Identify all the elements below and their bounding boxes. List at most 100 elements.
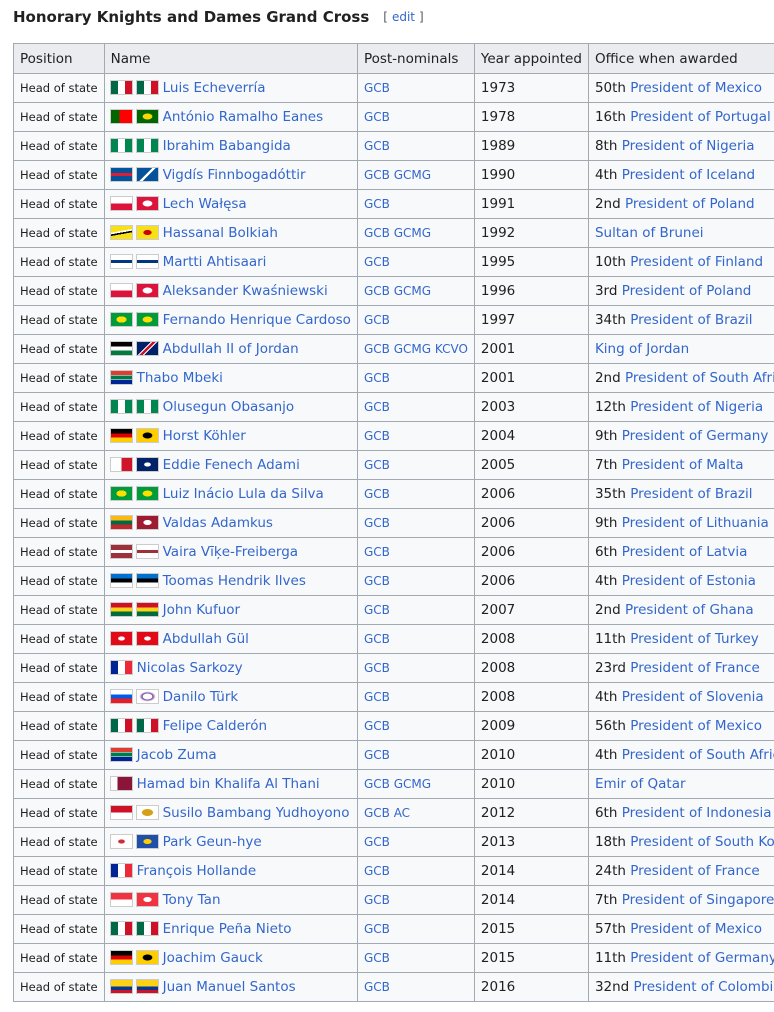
name-link[interactable]: Vigdís Finnbogadóttir xyxy=(162,167,306,183)
office-link[interactable]: President of France xyxy=(630,660,760,676)
post-nominal-link[interactable]: GCB xyxy=(363,545,390,559)
name-link[interactable]: Hassanal Bolkiah xyxy=(162,225,278,241)
post-nominal-link[interactable]: GCB xyxy=(363,922,390,936)
post-nominal-link[interactable]: GCB xyxy=(363,313,390,327)
post-nominal-link[interactable]: GCB xyxy=(363,226,390,240)
office-link[interactable]: Sultan of Brunei xyxy=(594,225,704,241)
post-nominal-link[interactable]: GCB xyxy=(363,806,390,820)
post-nominal-link[interactable]: GCB xyxy=(363,951,390,965)
name-link[interactable]: Nicolas Sarkozy xyxy=(136,660,243,676)
post-nominal-link[interactable]: GCB xyxy=(363,980,390,994)
office-link[interactable]: President of South Africa xyxy=(621,747,774,763)
name-link[interactable]: Hamad bin Khalifa Al Thani xyxy=(136,776,320,792)
office-link[interactable]: President of Slovenia xyxy=(621,689,764,705)
office-link[interactable]: President of Mexico xyxy=(630,718,762,734)
name-link[interactable]: Felipe Calderón xyxy=(162,718,268,734)
name-link[interactable]: Thabo Mbeki xyxy=(136,370,223,386)
post-nominal-link[interactable]: GCB xyxy=(363,661,390,675)
office-link[interactable]: President of Malta xyxy=(621,457,744,473)
post-nominal-link[interactable]: GCB xyxy=(363,632,390,646)
office-link[interactable]: President of Ghana xyxy=(624,602,754,618)
name-link[interactable]: Lech Wałęsa xyxy=(162,196,247,212)
name-link[interactable]: Eddie Fenech Adami xyxy=(162,457,300,473)
name-link[interactable]: António Ramalho Eanes xyxy=(162,109,324,125)
post-nominal-link[interactable]: GCB xyxy=(363,835,390,849)
office-link[interactable]: King of Jordan xyxy=(594,341,690,357)
edit-link[interactable]: edit xyxy=(391,10,415,24)
post-nominal-link[interactable]: GCB xyxy=(363,371,390,385)
office-link[interactable]: President of Mexico xyxy=(630,921,762,937)
office-link[interactable]: President of South Africa xyxy=(624,370,774,386)
name-link[interactable]: Luis Echeverría xyxy=(162,80,266,96)
post-nominal-link[interactable]: GCB xyxy=(363,487,390,501)
name-link[interactable]: John Kufuor xyxy=(162,602,241,618)
post-nominal-link[interactable]: GCB xyxy=(363,893,390,907)
name-link[interactable]: Abdullah II of Jordan xyxy=(162,341,299,357)
office-link[interactable]: President of Singapore xyxy=(621,892,774,908)
post-nominal-link[interactable]: GCMG xyxy=(393,226,432,240)
name-link[interactable]: Toomas Hendrik Ilves xyxy=(162,573,306,589)
office-link[interactable]: President of Colombia xyxy=(633,979,774,995)
office-link[interactable]: President of France xyxy=(630,863,760,879)
post-nominal-link[interactable]: GCB xyxy=(363,400,390,414)
office-link[interactable]: Emir of Qatar xyxy=(594,776,686,792)
office-link[interactable]: President of Poland xyxy=(624,196,755,212)
post-nominal-link[interactable]: GCB xyxy=(363,748,390,762)
name-link[interactable]: Aleksander Kwaśniewski xyxy=(162,283,328,299)
post-nominal-link[interactable]: GCB xyxy=(363,864,390,878)
post-nominal-link[interactable]: GCB xyxy=(363,777,390,791)
name-link[interactable]: Danilo Türk xyxy=(162,689,239,705)
post-nominal-link[interactable]: GCB xyxy=(363,516,390,530)
name-link[interactable]: Park Geun-hye xyxy=(162,834,262,850)
post-nominal-link[interactable]: GCB xyxy=(363,719,390,733)
post-nominal-link[interactable]: GCB xyxy=(363,603,390,617)
name-link[interactable]: Luiz Inácio Lula da Silva xyxy=(162,486,324,502)
name-link[interactable]: Fernando Henrique Cardoso xyxy=(162,312,351,328)
office-link[interactable]: President of Nigeria xyxy=(630,399,764,415)
post-nominal-link[interactable]: GCMG xyxy=(393,342,432,356)
office-link[interactable]: President of Turkey xyxy=(630,631,759,647)
post-nominal-link[interactable]: GCB xyxy=(363,81,390,95)
name-link[interactable]: Enrique Peña Nieto xyxy=(162,921,292,937)
post-nominal-link[interactable]: GCMG xyxy=(393,168,432,182)
post-nominal-link[interactable]: GCB xyxy=(363,574,390,588)
post-nominal-link[interactable]: GCB xyxy=(363,139,390,153)
office-link[interactable]: President of Germany xyxy=(630,950,774,966)
post-nominal-link[interactable]: GCMG xyxy=(393,284,432,298)
post-nominal-link[interactable]: GCB xyxy=(363,458,390,472)
office-link[interactable]: President of Iceland xyxy=(621,167,756,183)
name-link[interactable]: Martti Ahtisaari xyxy=(162,254,267,270)
post-nominal-link[interactable]: GCMG xyxy=(393,777,432,791)
name-link[interactable]: Abdullah Gül xyxy=(162,631,249,647)
office-link[interactable]: President of Finland xyxy=(630,254,764,270)
name-link[interactable]: Horst Köhler xyxy=(162,428,246,444)
post-nominal-link[interactable]: GCB xyxy=(363,255,390,269)
name-link[interactable]: Valdas Adamkus xyxy=(162,515,273,531)
office-link[interactable]: President of Indonesia xyxy=(621,805,772,821)
post-nominal-link[interactable]: GCB xyxy=(363,342,390,356)
office-link[interactable]: President of Poland xyxy=(621,283,752,299)
post-nominal-link[interactable]: GCB xyxy=(363,110,390,124)
office-link[interactable]: President of Latvia xyxy=(621,544,748,560)
office-link[interactable]: President of Estonia xyxy=(621,573,756,589)
office-link[interactable]: President of Nigeria xyxy=(621,138,755,154)
name-link[interactable]: Susilo Bambang Yudhoyono xyxy=(162,805,350,821)
office-link[interactable]: President of Brazil xyxy=(630,312,753,328)
office-link[interactable]: President of Brazil xyxy=(630,486,753,502)
name-link[interactable]: Vaira Vīķe-Freiberga xyxy=(162,544,299,560)
name-link[interactable]: Olusegun Obasanjo xyxy=(162,399,295,415)
post-nominal-link[interactable]: GCB xyxy=(363,197,390,211)
post-nominal-link[interactable]: GCB xyxy=(363,168,390,182)
post-nominal-link[interactable]: GCB xyxy=(363,284,390,298)
post-nominal-link[interactable]: AC xyxy=(393,806,411,820)
name-link[interactable]: François Hollande xyxy=(136,863,257,879)
post-nominal-link[interactable]: GCB xyxy=(363,429,390,443)
office-link[interactable]: President of South Korea xyxy=(630,834,774,850)
post-nominal-link[interactable]: KCVO xyxy=(434,342,468,356)
name-link[interactable]: Ibrahim Babangida xyxy=(162,138,291,154)
office-link[interactable]: President of Lithuania xyxy=(621,515,769,531)
post-nominal-link[interactable]: GCB xyxy=(363,690,390,704)
name-link[interactable]: Joachim Gauck xyxy=(162,950,263,966)
office-link[interactable]: President of Mexico xyxy=(630,80,762,96)
name-link[interactable]: Jacob Zuma xyxy=(136,747,217,763)
